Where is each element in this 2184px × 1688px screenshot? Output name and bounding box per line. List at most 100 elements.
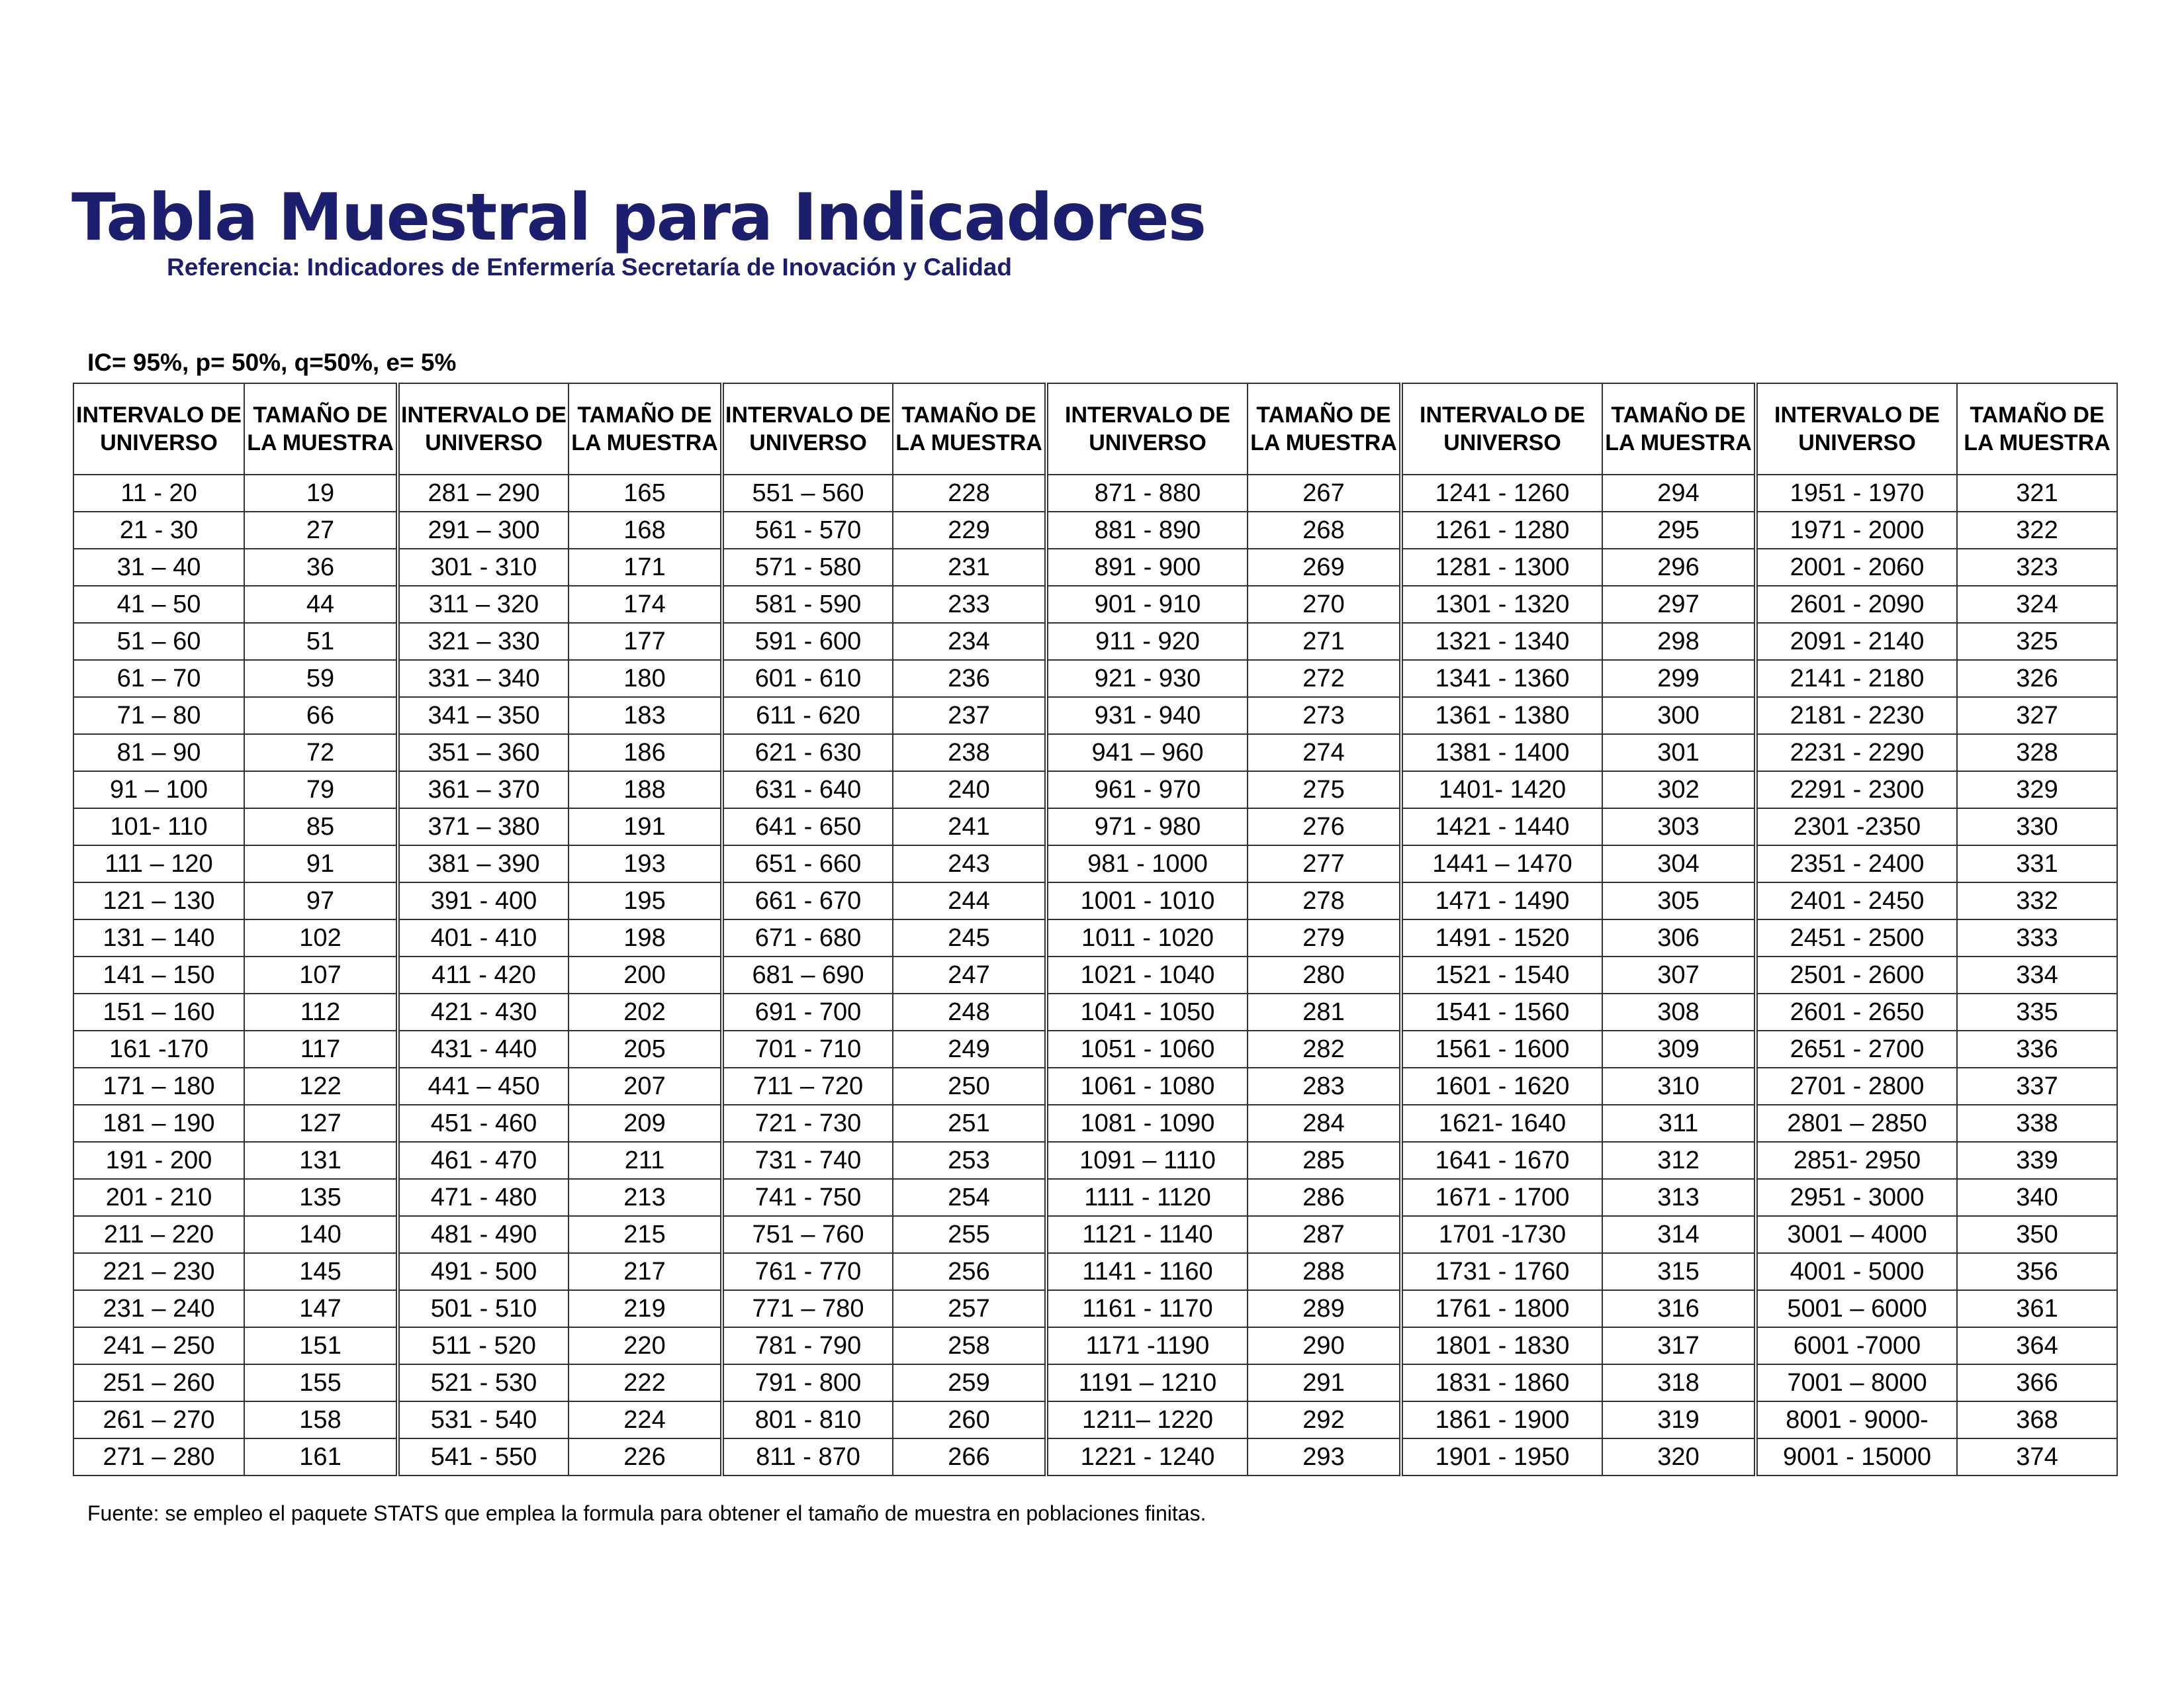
sample-size-cell: 44 [244,585,398,624]
table-header-row: INTERVALO DE UNIVERSO TAMAÑO DE LA MUESTR… [73,383,2118,475]
sample-size-cell: 332 [1956,882,2118,920]
table-row: 141 – 150 107 411 - 420 200 681 – 690 247 1021… [73,956,2118,994]
sample-size-cell: 260 [892,1401,1047,1439]
sample-size-cell: 269 [1247,548,1402,586]
sample-size-cell: 326 [1956,659,2118,698]
table-row: 91 – 100 79 361 – 370 188 631 - 640 240 961 - … [73,771,2118,809]
sample-size-cell: 243 [892,845,1047,883]
interval-cell: 231 – 240 [73,1289,245,1328]
sample-size-cell: 27 [244,511,398,549]
sample-size-cell: 322 [1956,511,2118,549]
interval-cell: 1161 - 1170 [1044,1289,1248,1328]
interval-cell: 341 – 350 [396,696,569,735]
table-row: 81 – 90 72 351 – 360 186 621 - 630 238 941 – 9… [73,733,2118,772]
table-row: 121 – 130 97 391 - 400 195 661 - 670 244 1001 … [73,882,2118,920]
column-header-interval: INTERVALO DE UNIVERSO [396,383,569,475]
interval-cell: 1831 - 1860 [1399,1364,1603,1402]
interval-cell: 641 - 650 [720,808,893,846]
interval-cell: 1641 - 1670 [1399,1141,1603,1180]
sample-size-cell: 19 [244,474,398,512]
sample-size-cell: 312 [1602,1141,1756,1180]
interval-cell: 311 – 320 [396,585,569,624]
reference-subtitle: Referencia: Indicadores de Enfermería Se… [167,254,1012,281]
sample-size-cell: 333 [1956,919,2118,957]
sample-size-cell: 220 [568,1327,723,1365]
table-row: 271 – 280 161 541 - 550 226 811 - 870 266 1221… [73,1438,2118,1476]
interval-cell: 2451 - 2500 [1754,919,1958,957]
sample-size-cell: 195 [568,882,723,920]
sample-size-cell: 286 [1247,1178,1402,1217]
interval-cell: 941 – 960 [1044,733,1248,772]
interval-cell: 701 - 710 [720,1030,893,1068]
interval-cell: 51 – 60 [73,622,245,661]
table-row: 71 – 80 66 341 – 350 183 611 - 620 237 931 - 9… [73,696,2118,735]
page-title: Tabla Muestral para Indicadores [71,180,1206,256]
sample-size-cell: 202 [568,993,723,1031]
sample-size-cell: 229 [892,511,1047,549]
interval-cell: 711 – 720 [720,1067,893,1105]
sample-size-cell: 147 [244,1289,398,1328]
sample-size-cell: 224 [568,1401,723,1439]
interval-cell: 171 – 180 [73,1067,245,1105]
interval-cell: 151 – 160 [73,993,245,1031]
interval-cell: 2291 - 2300 [1754,771,1958,809]
interval-cell: 221 – 230 [73,1252,245,1291]
table-row: 61 – 70 59 331 – 340 180 601 - 610 236 921 - 9… [73,659,2118,698]
interval-cell: 1021 - 1040 [1044,956,1248,994]
interval-cell: 1141 - 1160 [1044,1252,1248,1291]
sample-size-cell: 257 [892,1289,1047,1328]
sample-size-cell: 168 [568,511,723,549]
interval-cell: 91 – 100 [73,771,245,809]
sample-size-cell: 127 [244,1104,398,1143]
table-row: 51 – 60 51 321 – 330 177 591 - 600 234 911 - 9… [73,622,2118,661]
sample-size-cell: 320 [1602,1438,1756,1476]
sample-size-cell: 248 [892,993,1047,1031]
column-header-sample-size: TAMAÑO DE LA MUESTRA [1956,383,2118,475]
interval-cell: 2601 - 2650 [1754,993,1958,1031]
interval-cell: 1901 - 1950 [1399,1438,1603,1476]
table-row: 181 – 190 127 451 - 460 209 721 - 730 251 1081… [73,1104,2118,1143]
table-row: 191 - 200 131 461 - 470 211 731 - 740 253 1091… [73,1141,2118,1180]
sample-size-cell: 291 [1247,1364,1402,1402]
sample-size-cell: 266 [892,1438,1047,1476]
sample-size-cell: 186 [568,733,723,772]
table-row: 201 - 210 135 471 - 480 213 741 - 750 254 1111… [73,1178,2118,1217]
interval-cell: 2141 - 2180 [1754,659,1958,698]
interval-cell: 671 - 680 [720,919,893,957]
column-header-sample-size: TAMAÑO DE LA MUESTRA [1602,383,1756,475]
interval-cell: 1471 - 1490 [1399,882,1603,920]
interval-cell: 781 - 790 [720,1327,893,1365]
sample-size-cell: 319 [1602,1401,1756,1439]
sample-size-cell: 251 [892,1104,1047,1143]
sample-size-cell: 254 [892,1178,1047,1217]
interval-cell: 1001 - 1010 [1044,882,1248,920]
sample-size-cell: 364 [1956,1327,2118,1365]
interval-cell: 911 - 920 [1044,622,1248,661]
interval-cell: 981 - 1000 [1044,845,1248,883]
sample-size-cell: 200 [568,956,723,994]
interval-cell: 1761 - 1800 [1399,1289,1603,1328]
sample-size-cell: 191 [568,808,723,846]
column-header-interval: INTERVALO DE UNIVERSO [1754,383,1958,475]
table-row: 261 – 270 158 531 - 540 224 801 - 810 260 1211… [73,1401,2118,1439]
interval-cell: 531 - 540 [396,1401,569,1439]
interval-cell: 7001 – 8000 [1754,1364,1958,1402]
table-row: 171 – 180 122 441 – 450 207 711 – 720 250 1061… [73,1067,2118,1105]
sample-size-cell: 337 [1956,1067,2118,1105]
sample-size-cell: 302 [1602,771,1756,809]
interval-cell: 211 – 220 [73,1215,245,1254]
interval-cell: 1121 - 1140 [1044,1215,1248,1254]
interval-cell: 5001 – 6000 [1754,1289,1958,1328]
interval-cell: 2181 - 2230 [1754,696,1958,735]
interval-cell: 1361 - 1380 [1399,696,1603,735]
sample-size-cell: 294 [1602,474,1756,512]
interval-cell: 1211– 1220 [1044,1401,1248,1439]
sample-size-cell: 281 [1247,993,1402,1031]
interval-cell: 1041 - 1050 [1044,993,1248,1031]
interval-cell: 2301 -2350 [1754,808,1958,846]
table-row: 251 – 260 155 521 - 530 222 791 - 800 259 1191… [73,1364,2118,1402]
sample-size-cell: 245 [892,919,1047,957]
interval-cell: 491 - 500 [396,1252,569,1291]
interval-cell: 1801 - 1830 [1399,1327,1603,1365]
sample-size-cell: 244 [892,882,1047,920]
